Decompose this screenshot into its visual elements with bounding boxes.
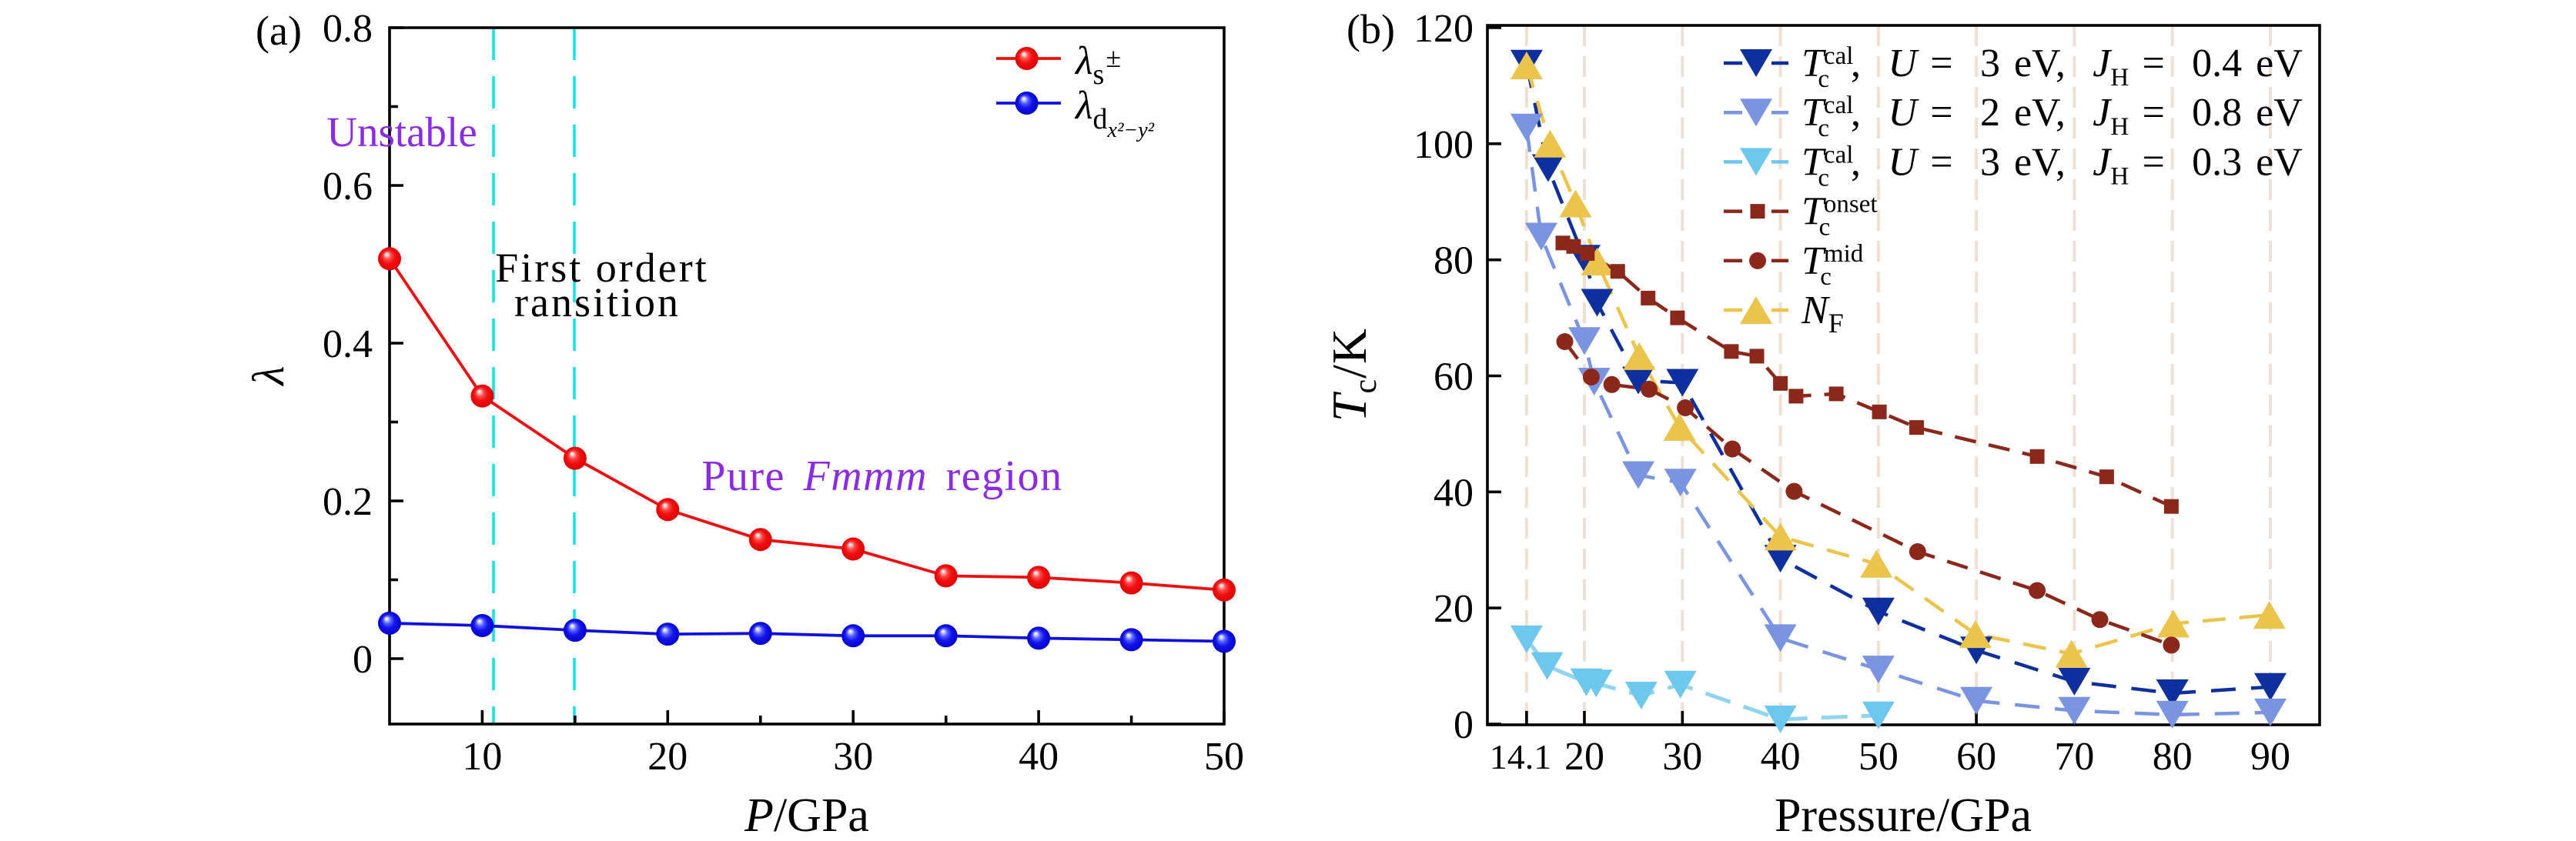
- svg-text:40: 40: [1434, 471, 1474, 515]
- svg-text:P/GPa: P/GPa: [744, 789, 869, 841]
- svg-text:0.4: 0.4: [323, 322, 373, 366]
- svg-text:20: 20: [1564, 735, 1604, 779]
- svg-text:60: 60: [1434, 355, 1474, 399]
- svg-text:20: 20: [1434, 587, 1474, 631]
- svg-text:90: 90: [2250, 735, 2290, 779]
- svg-text:(a): (a): [256, 8, 302, 54]
- svg-text:120: 120: [1413, 7, 1474, 51]
- svg-text:λ: λ: [243, 365, 293, 386]
- svg-text:20: 20: [647, 735, 687, 779]
- svg-text:10: 10: [462, 735, 502, 779]
- svg-text:80: 80: [1434, 239, 1474, 283]
- svg-text:0: 0: [1454, 703, 1474, 747]
- svg-text:First ordert: First ordert: [495, 245, 708, 291]
- svg-text:70: 70: [2054, 735, 2094, 779]
- svg-text:30: 30: [1662, 735, 1702, 779]
- svg-text:14.1: 14.1: [1490, 737, 1552, 776]
- svg-text:(b): (b): [1347, 6, 1395, 52]
- svg-text:Tc/K: Tc/K: [1322, 328, 1383, 422]
- svg-text:100: 100: [1413, 123, 1474, 167]
- svg-text:0.6: 0.6: [323, 165, 373, 209]
- svg-text:80: 80: [2153, 735, 2193, 779]
- svg-text:50: 50: [1204, 735, 1244, 779]
- svg-text:ransition: ransition: [514, 279, 681, 325]
- svg-text:Pressure/GPa: Pressure/GPa: [1775, 789, 2032, 841]
- svg-text:0.8: 0.8: [323, 7, 373, 51]
- svg-text:Pure Fmmm region: Pure Fmmm region: [701, 452, 1062, 500]
- svg-text:Unstable: Unstable: [326, 108, 477, 155]
- svg-text:0: 0: [353, 638, 373, 682]
- svg-text:60: 60: [1956, 735, 1996, 779]
- svg-text:40: 40: [1019, 735, 1059, 779]
- svg-text:0.2: 0.2: [323, 480, 373, 524]
- svg-text:λdx²−y²: λdx²−y²: [1074, 84, 1155, 142]
- svg-text:40: 40: [1761, 735, 1801, 779]
- svg-text:NF: NF: [1801, 289, 1844, 339]
- svg-text:30: 30: [833, 735, 873, 779]
- svg-text:50: 50: [1858, 735, 1899, 779]
- svg-text:λs±: λs±: [1074, 39, 1121, 91]
